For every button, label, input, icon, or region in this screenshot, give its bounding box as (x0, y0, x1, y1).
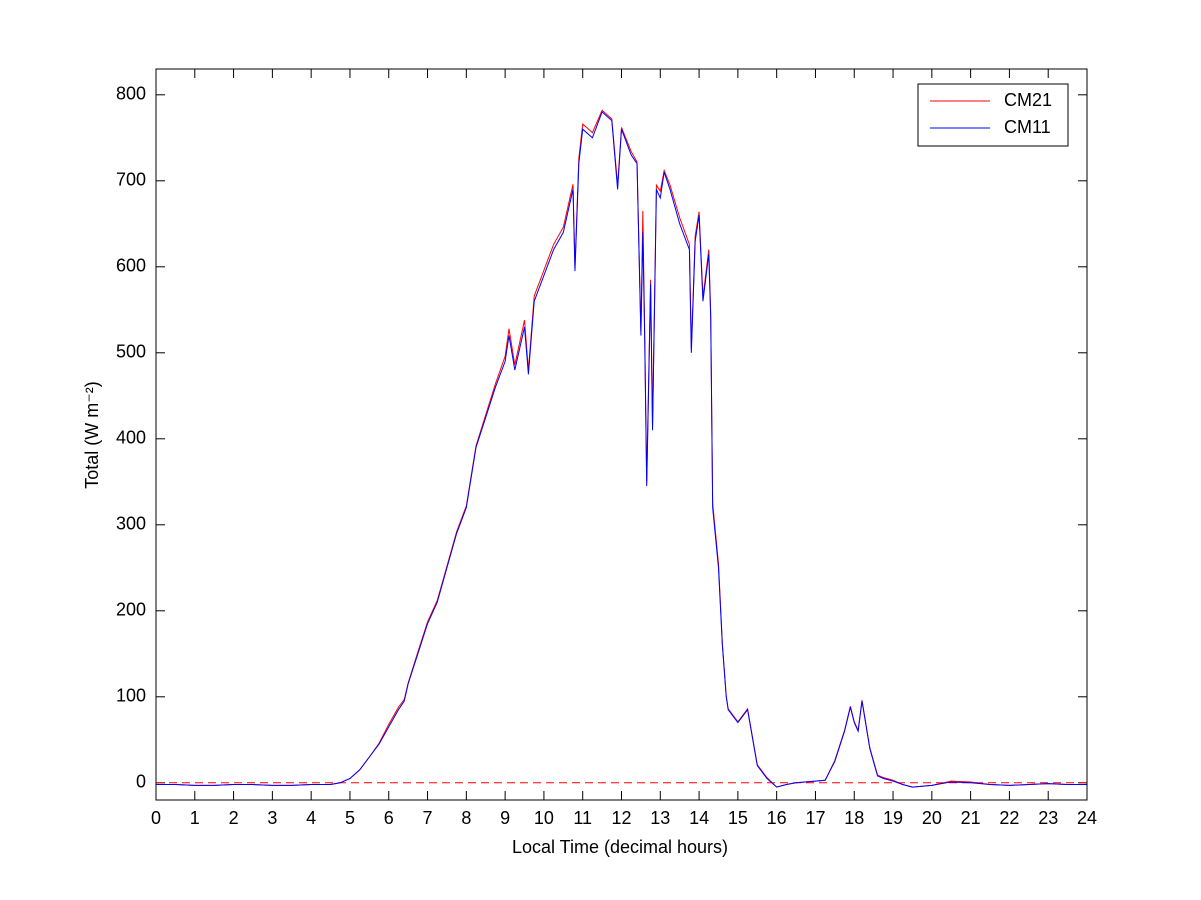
x-tick-label: 16 (767, 808, 787, 828)
x-tick-label: 7 (423, 808, 433, 828)
y-tick-label: 600 (116, 256, 146, 276)
x-tick-label: 21 (961, 808, 981, 828)
x-tick-label: 22 (999, 808, 1019, 828)
x-tick-label: 10 (534, 808, 554, 828)
x-tick-label: 23 (1038, 808, 1058, 828)
x-tick-label: 9 (500, 808, 510, 828)
legend-box (917, 83, 1069, 147)
y-tick-label: 300 (116, 514, 146, 534)
x-tick-label: 3 (267, 808, 277, 828)
x-tick-label: 12 (611, 808, 631, 828)
y-tick-label: 100 (116, 686, 146, 706)
y-axis-label: Total (W m⁻²) (82, 381, 102, 489)
x-axis-label: Local Time (decimal hours) (512, 837, 728, 857)
x-tick-label: 15 (728, 808, 748, 828)
x-tick-label: 13 (650, 808, 670, 828)
x-tick-label: 1 (190, 808, 200, 828)
y-tick-label: 0 (136, 772, 146, 792)
x-tick-label: 0 (151, 808, 161, 828)
y-tick-label: 500 (116, 342, 146, 362)
x-tick-label: 8 (461, 808, 471, 828)
x-tick-label: 14 (689, 808, 709, 828)
x-tick-label: 5 (345, 808, 355, 828)
legend-label: CM11 (1004, 117, 1051, 137)
x-tick-label: 11 (573, 808, 592, 828)
y-tick-label: 700 (116, 170, 146, 190)
x-tick-label: 4 (306, 808, 316, 828)
x-tick-label: 24 (1077, 808, 1097, 828)
y-tick-label: 400 (116, 428, 146, 448)
x-tick-label: 17 (805, 808, 825, 828)
y-tick-label: 800 (116, 84, 146, 104)
x-tick-label: 2 (229, 808, 239, 828)
y-tick-label: 200 (116, 600, 146, 620)
x-tick-label: 18 (844, 808, 864, 828)
plot-frame (155, 68, 1088, 801)
legend-label: CM21 (1004, 90, 1052, 110)
x-tick-label: 19 (883, 808, 903, 828)
x-tick-label: 6 (384, 808, 394, 828)
x-tick-label: 20 (922, 808, 942, 828)
data-line (156, 111, 1087, 788)
